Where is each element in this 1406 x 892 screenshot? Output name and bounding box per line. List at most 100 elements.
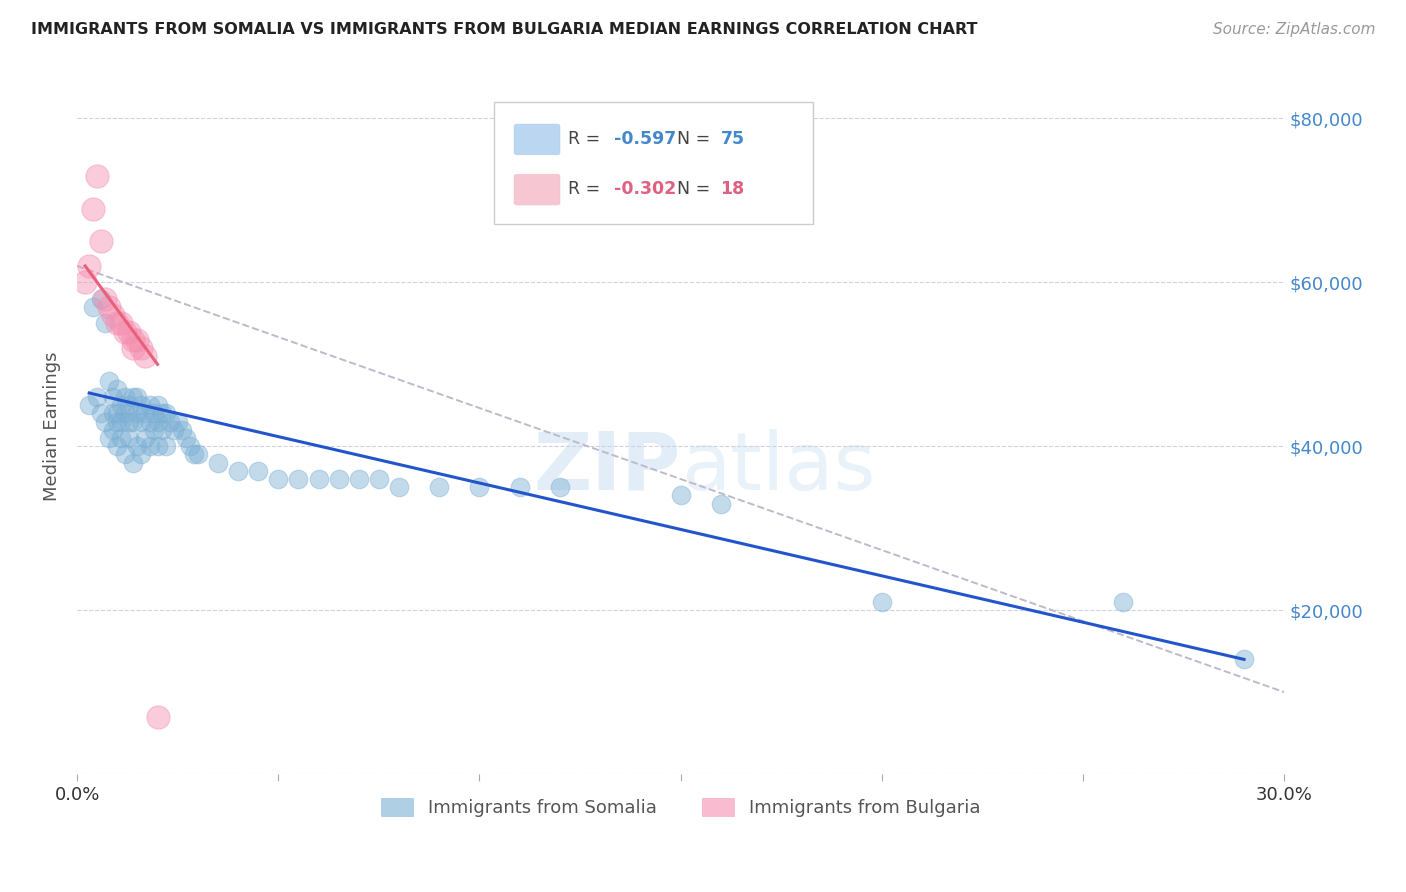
Text: -0.302: -0.302 xyxy=(614,180,676,198)
Point xyxy=(138,439,160,453)
Point xyxy=(183,447,205,461)
Point xyxy=(114,390,136,404)
Point xyxy=(86,169,108,183)
Point xyxy=(509,480,531,494)
Point xyxy=(131,447,153,461)
Text: N =: N = xyxy=(678,129,716,148)
Point xyxy=(388,480,411,494)
Point xyxy=(118,398,141,412)
Point xyxy=(77,398,100,412)
Y-axis label: Median Earnings: Median Earnings xyxy=(44,351,60,500)
Point xyxy=(207,456,229,470)
Point xyxy=(103,308,125,322)
Text: N =: N = xyxy=(678,180,716,198)
Point xyxy=(90,292,112,306)
Point xyxy=(328,472,350,486)
Point xyxy=(110,398,132,412)
Point xyxy=(105,316,128,330)
Point xyxy=(150,407,173,421)
Point xyxy=(134,431,156,445)
Point xyxy=(122,341,145,355)
Text: 18: 18 xyxy=(720,180,745,198)
Point xyxy=(155,407,177,421)
Point xyxy=(146,439,169,453)
Point xyxy=(114,407,136,421)
Text: R =: R = xyxy=(568,129,606,148)
Point xyxy=(114,447,136,461)
Point xyxy=(105,382,128,396)
Point xyxy=(94,415,117,429)
Point xyxy=(710,497,733,511)
Point xyxy=(94,292,117,306)
Point xyxy=(267,472,290,486)
Point xyxy=(122,390,145,404)
Point xyxy=(287,472,309,486)
FancyBboxPatch shape xyxy=(515,174,560,205)
Point xyxy=(127,333,149,347)
Point xyxy=(82,300,104,314)
Point xyxy=(226,464,249,478)
Point xyxy=(146,710,169,724)
Point xyxy=(105,407,128,421)
Point xyxy=(308,472,330,486)
Point xyxy=(118,415,141,429)
Point xyxy=(110,431,132,445)
Point xyxy=(103,423,125,437)
Point xyxy=(163,423,186,437)
FancyBboxPatch shape xyxy=(515,124,560,155)
Point xyxy=(468,480,491,494)
Point xyxy=(110,316,132,330)
FancyBboxPatch shape xyxy=(494,102,814,224)
Point xyxy=(103,390,125,404)
Point xyxy=(247,464,270,478)
Point xyxy=(122,456,145,470)
Point xyxy=(548,480,571,494)
Text: Source: ZipAtlas.com: Source: ZipAtlas.com xyxy=(1212,22,1375,37)
Text: -0.597: -0.597 xyxy=(614,129,676,148)
Point xyxy=(90,407,112,421)
Point xyxy=(134,349,156,363)
Point xyxy=(870,595,893,609)
Point xyxy=(82,202,104,216)
Point xyxy=(347,472,370,486)
Point xyxy=(170,423,193,437)
Point xyxy=(131,415,153,429)
Point xyxy=(98,431,121,445)
Point xyxy=(427,480,450,494)
Point xyxy=(114,325,136,339)
Point xyxy=(118,325,141,339)
Point xyxy=(105,415,128,429)
Point xyxy=(127,407,149,421)
Point xyxy=(131,398,153,412)
Point xyxy=(159,415,181,429)
Point xyxy=(166,415,188,429)
Text: R =: R = xyxy=(568,180,606,198)
Point xyxy=(142,407,165,421)
Point xyxy=(75,276,97,290)
Point xyxy=(105,439,128,453)
Point xyxy=(367,472,389,486)
Point xyxy=(155,439,177,453)
Point xyxy=(98,374,121,388)
Point xyxy=(90,235,112,249)
Point xyxy=(127,439,149,453)
Point xyxy=(94,316,117,330)
Point xyxy=(174,431,197,445)
Point xyxy=(98,300,121,314)
Point xyxy=(142,423,165,437)
Text: ZIP: ZIP xyxy=(533,428,681,507)
Point xyxy=(146,415,169,429)
Point xyxy=(150,423,173,437)
Text: 75: 75 xyxy=(720,129,745,148)
Point xyxy=(127,390,149,404)
Point xyxy=(1112,595,1135,609)
Point xyxy=(131,341,153,355)
Text: IMMIGRANTS FROM SOMALIA VS IMMIGRANTS FROM BULGARIA MEDIAN EARNINGS CORRELATION : IMMIGRANTS FROM SOMALIA VS IMMIGRANTS FR… xyxy=(31,22,977,37)
Point xyxy=(86,390,108,404)
Point xyxy=(122,415,145,429)
Point xyxy=(118,431,141,445)
Point xyxy=(138,415,160,429)
Point xyxy=(146,398,169,412)
Point xyxy=(103,407,125,421)
Point xyxy=(110,415,132,429)
